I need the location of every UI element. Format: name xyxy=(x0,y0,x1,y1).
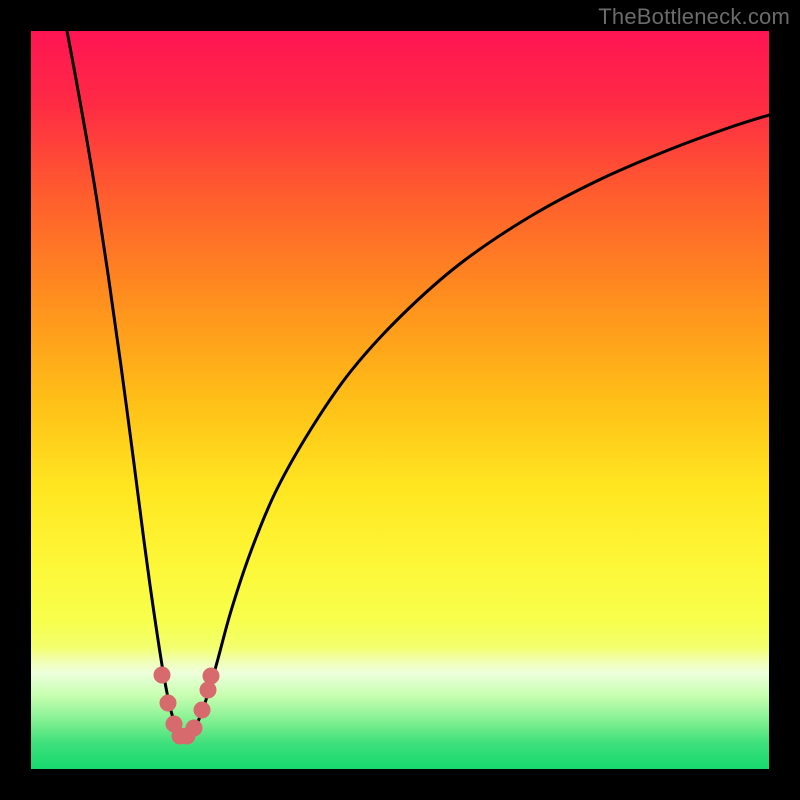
marker-point xyxy=(203,668,220,685)
gradient-background xyxy=(31,31,769,769)
chart-frame: TheBottleneck.com xyxy=(0,0,800,800)
marker-point xyxy=(194,702,211,719)
marker-point xyxy=(186,720,203,737)
plot-area xyxy=(31,31,769,769)
marker-point xyxy=(154,667,171,684)
bottleneck-chart xyxy=(31,31,769,769)
marker-point xyxy=(160,695,177,712)
watermark-text: TheBottleneck.com xyxy=(598,4,790,30)
marker-point xyxy=(200,682,217,699)
